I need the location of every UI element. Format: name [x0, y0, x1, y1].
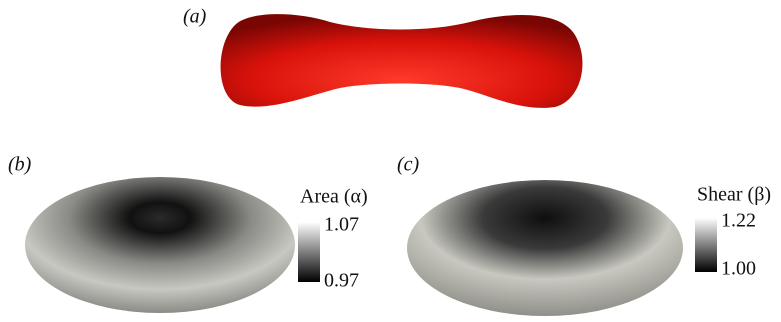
- colorbar-title: Area (α): [300, 186, 368, 208]
- colorbar-label: 1.07: [324, 214, 359, 236]
- panel-label: (a): [183, 6, 207, 28]
- cell-shape: [221, 14, 583, 108]
- cell-shape: [407, 180, 683, 316]
- cell-shape: [25, 177, 295, 313]
- colorbar-label: 1.22: [721, 210, 756, 232]
- colorbar-title: Shear (β): [697, 184, 771, 206]
- colorbar: [695, 218, 717, 272]
- figure: (a) (b) Area (α) 1.07 0.97 (c) Shear (β)…: [0, 0, 781, 322]
- panel-label: (c): [397, 154, 420, 176]
- colorbar-label: 0.97: [324, 270, 359, 292]
- colorbar-label: 1.00: [721, 258, 756, 280]
- colorbar: [298, 222, 320, 282]
- panel-label: (b): [8, 154, 32, 176]
